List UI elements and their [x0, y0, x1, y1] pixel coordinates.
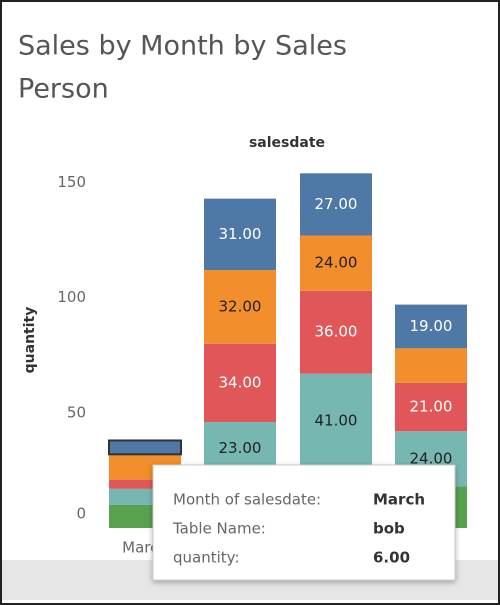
column-header: salesdate — [249, 135, 325, 151]
data-label: 41.00 — [315, 411, 358, 429]
tooltip-label: Month of salesdate: — [173, 491, 321, 509]
bar-segment — [204, 270, 276, 344]
data-label: 21.00 — [410, 398, 453, 416]
chart-title: Sales by Month by Sales — [18, 31, 347, 62]
data-label: 34.00 — [219, 373, 262, 391]
y-tick-label: 150 — [57, 173, 86, 191]
bar-segment — [300, 373, 372, 469]
tooltip: Month of salesdate: March Table Name: bob qu… — [152, 464, 456, 581]
y-tick-label: 0 — [76, 505, 86, 523]
data-label: 24.00 — [410, 449, 453, 467]
chart-title: Person — [18, 74, 109, 105]
tooltip-value: bob — [373, 520, 405, 538]
data-label: 32.00 — [219, 297, 262, 315]
tooltip-value: 6.00 — [373, 549, 410, 567]
bar-segment — [300, 290, 372, 374]
data-label: 19.00 — [410, 317, 453, 335]
y-tick-label: 50 — [67, 403, 86, 421]
data-label: 36.00 — [315, 323, 358, 341]
bar-segment — [109, 479, 181, 489]
data-label: 23.00 — [219, 439, 262, 457]
y-tick-label: 100 — [57, 288, 86, 306]
tooltip-label: quantity: — [173, 549, 240, 567]
y-axis-label: quantity — [22, 307, 38, 374]
bar-segment — [395, 348, 467, 383]
data-label: 24.00 — [315, 254, 358, 272]
data-label: 31.00 — [219, 225, 262, 243]
bar-segment — [204, 198, 276, 271]
bar-segment — [300, 235, 372, 291]
bar-segment — [395, 382, 467, 432]
bar-segment — [300, 173, 372, 236]
bar-segment — [108, 439, 182, 456]
data-label: 27.00 — [315, 195, 358, 213]
bar-segment — [204, 343, 276, 423]
bar-segment — [395, 304, 467, 349]
tooltip-label: Table Name: — [172, 520, 266, 538]
tooltip-box — [152, 464, 456, 581]
tooltip-value: March — [373, 491, 425, 509]
